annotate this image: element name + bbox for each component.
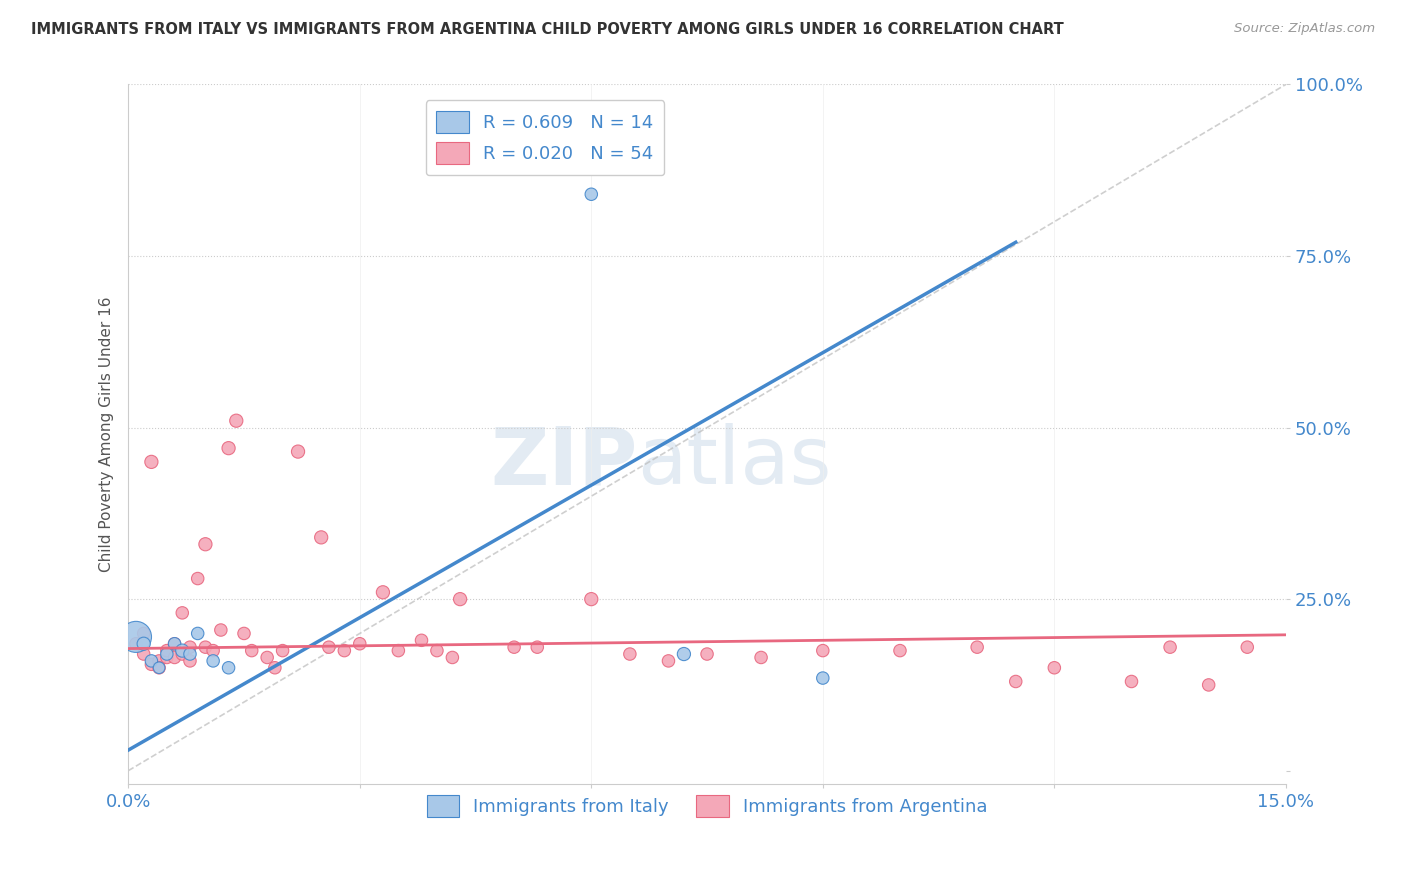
Point [132, 637, 155, 651]
Point [256, 650, 278, 665]
Point [172, 647, 194, 661]
Point [209, 623, 232, 637]
Point [526, 640, 548, 655]
Point [811, 671, 834, 685]
Point [218, 441, 240, 455]
Point [240, 643, 263, 657]
Point [156, 647, 179, 661]
Point [657, 654, 679, 668]
Text: Source: ZipAtlas.com: Source: ZipAtlas.com [1234, 22, 1375, 36]
Point [179, 640, 201, 655]
Point [202, 654, 225, 668]
Point [749, 650, 772, 665]
Point [1043, 661, 1066, 675]
Point [811, 643, 834, 657]
Point [1236, 640, 1258, 655]
Text: IMMIGRANTS FROM ITALY VS IMMIGRANTS FROM ARGENTINA CHILD POVERTY AMONG GIRLS UND: IMMIGRANTS FROM ITALY VS IMMIGRANTS FROM… [31, 22, 1064, 37]
Point [125, 637, 148, 651]
Point [187, 572, 209, 586]
Point [148, 661, 170, 675]
Point [287, 444, 309, 458]
Point [179, 647, 201, 661]
Text: ZIP: ZIP [491, 424, 637, 501]
Point [696, 647, 718, 661]
Point [141, 654, 163, 668]
Point [503, 640, 526, 655]
Point [218, 661, 240, 675]
Point [411, 633, 433, 648]
Point [889, 643, 911, 657]
Point [163, 637, 186, 651]
Point [156, 650, 179, 665]
Point [387, 643, 409, 657]
Point [148, 654, 170, 668]
Point [966, 640, 988, 655]
Point [148, 661, 170, 675]
Point [581, 187, 603, 202]
Point [264, 661, 287, 675]
Point [309, 530, 332, 544]
Point [163, 637, 186, 651]
Point [333, 643, 356, 657]
Point [141, 657, 163, 672]
Point [1198, 678, 1220, 692]
Point [187, 626, 209, 640]
Point [225, 414, 247, 428]
Point [132, 647, 155, 661]
Point [672, 647, 695, 661]
Point [581, 592, 603, 607]
Legend: Immigrants from Italy, Immigrants from Argentina: Immigrants from Italy, Immigrants from A… [419, 788, 995, 824]
Point [619, 647, 641, 661]
Point [194, 537, 217, 551]
Point [349, 637, 371, 651]
Point [125, 630, 148, 644]
Point [156, 643, 179, 657]
Point [202, 643, 225, 657]
Point [172, 643, 194, 657]
Point [371, 585, 394, 599]
Point [1121, 674, 1143, 689]
Point [426, 643, 449, 657]
Point [141, 455, 163, 469]
Text: atlas: atlas [637, 424, 832, 501]
Point [1159, 640, 1181, 655]
Point [132, 626, 155, 640]
Point [163, 650, 186, 665]
Point [441, 650, 464, 665]
Point [1004, 674, 1026, 689]
Point [449, 592, 471, 607]
Point [318, 640, 340, 655]
Point [194, 640, 217, 655]
Point [271, 643, 294, 657]
Y-axis label: Child Poverty Among Girls Under 16: Child Poverty Among Girls Under 16 [100, 297, 114, 572]
Point [172, 606, 194, 620]
Point [179, 654, 201, 668]
Point [233, 626, 256, 640]
